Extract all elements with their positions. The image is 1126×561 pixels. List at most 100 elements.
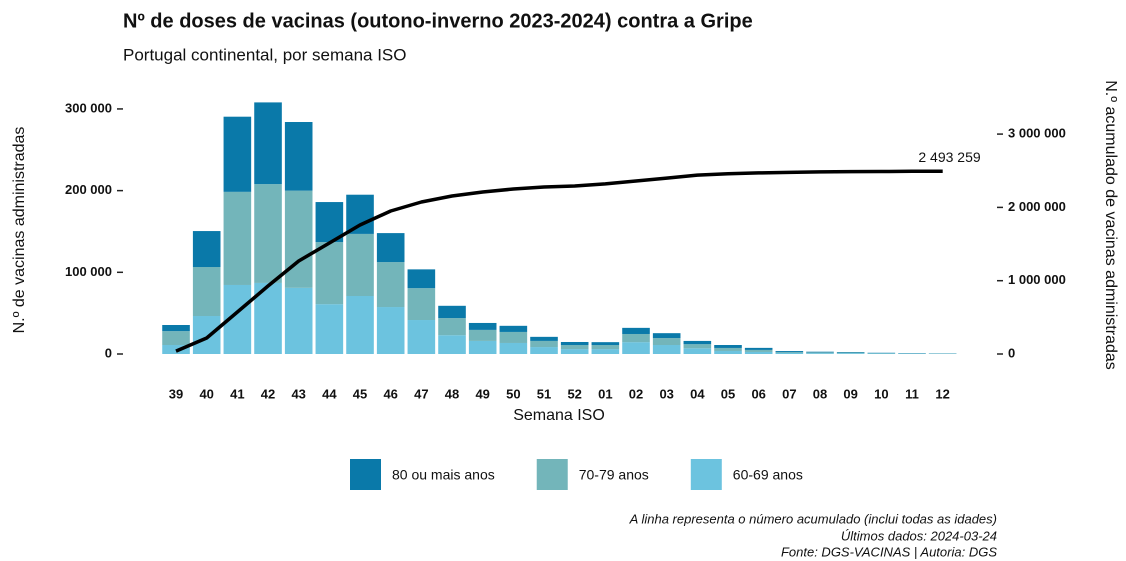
bar — [560, 349, 589, 354]
chart-title: Nº de doses de vacinas (outono-inverno 2… — [123, 10, 753, 32]
bar — [376, 307, 405, 354]
x-tick-label: 10 — [874, 386, 888, 401]
x-tick-label: 05 — [721, 386, 735, 401]
bar — [407, 269, 436, 289]
y2-tick-label: 3 000 000 — [1008, 126, 1066, 141]
y-tick-label: 100 000 — [65, 264, 112, 279]
bar — [806, 352, 834, 354]
x-tick-label: 40 — [199, 386, 213, 401]
bar — [836, 352, 865, 354]
bar — [560, 341, 589, 346]
bar — [192, 316, 221, 354]
x-tick-label: 03 — [659, 386, 673, 401]
x-tick-label: 07 — [782, 386, 796, 401]
x-tick-label: 11 — [905, 386, 919, 401]
bar — [775, 351, 804, 353]
x-tick-label: 02 — [629, 386, 643, 401]
bar — [652, 338, 681, 346]
bar — [346, 194, 374, 234]
note: Últimos dados: 2024-03-24 — [841, 528, 997, 543]
y2-axis-title: N.º acumulado de vacinas administradas — [1102, 80, 1119, 370]
y2-tick-label: 2 000 000 — [1008, 199, 1066, 214]
bar — [438, 318, 466, 336]
bar — [315, 202, 344, 243]
bar — [162, 325, 190, 332]
legend-swatch — [690, 459, 722, 490]
x-tick-label: 39 — [169, 386, 183, 401]
bar — [254, 102, 282, 185]
bar — [223, 116, 252, 192]
data-label: 2 493 259 — [918, 149, 980, 165]
bar — [836, 353, 865, 354]
legend-swatch — [350, 459, 381, 490]
bar — [499, 325, 528, 332]
bar — [591, 349, 620, 354]
chart-subtitle: Portugal continental, por semana ISO — [123, 45, 407, 64]
x-tick-label: 45 — [353, 386, 367, 401]
x-tick-label: 08 — [813, 386, 827, 401]
x-tick-label: 41 — [230, 386, 244, 401]
bar — [683, 340, 712, 345]
bar — [407, 320, 436, 354]
y-tick-label: 0 — [105, 345, 112, 360]
bar — [499, 331, 528, 343]
y2-tick-label: 1 000 000 — [1008, 272, 1066, 287]
bar — [560, 345, 589, 350]
bar — [407, 288, 436, 321]
bar — [315, 242, 344, 305]
bar — [254, 184, 282, 283]
bar — [683, 344, 712, 349]
bar — [284, 122, 313, 191]
x-tick-label: 51 — [537, 386, 551, 401]
bar — [744, 351, 773, 354]
x-tick-label: 01 — [598, 386, 612, 401]
bar — [622, 333, 650, 343]
x-tick-label: 04 — [690, 386, 705, 401]
legend-label: 70-79 anos — [579, 467, 649, 483]
x-tick-label: 49 — [475, 386, 489, 401]
x-tick-label: 50 — [506, 386, 520, 401]
bar — [376, 262, 405, 308]
bar — [591, 342, 620, 346]
x-tick-label: 46 — [383, 386, 397, 401]
bar — [162, 331, 190, 346]
bar — [652, 345, 681, 354]
x-axis-title: Semana ISO — [513, 407, 605, 424]
bar — [468, 322, 497, 330]
x-tick-label: 48 — [445, 386, 459, 401]
legend-label: 60-69 anos — [733, 467, 803, 483]
bar — [438, 305, 466, 319]
bar — [530, 347, 558, 354]
bar — [468, 340, 497, 354]
bar — [683, 348, 712, 354]
bar — [315, 304, 344, 354]
bar — [714, 345, 742, 348]
bar — [622, 342, 650, 354]
bar — [346, 233, 374, 297]
y2-tick-label: 0 — [1008, 345, 1015, 360]
x-tick-label: 09 — [843, 386, 857, 401]
bar — [530, 336, 558, 341]
bar — [346, 296, 374, 354]
bar — [775, 352, 804, 354]
legend-swatch — [536, 459, 568, 490]
note: A linha representa o número acumulado (i… — [629, 511, 997, 526]
x-tick-label: 43 — [291, 386, 305, 401]
cumulative-line — [175, 169, 943, 353]
x-tick-label: 52 — [567, 386, 581, 401]
bar — [499, 342, 528, 354]
y-tick-label: 200 000 — [65, 182, 112, 197]
bar — [223, 191, 252, 285]
bar — [775, 353, 804, 354]
bar — [591, 345, 620, 350]
bar — [530, 340, 558, 348]
bar — [284, 287, 313, 354]
bar — [192, 267, 221, 317]
x-tick-label: 44 — [322, 386, 337, 401]
y-axis-title: N.º de vacinas administradas — [11, 127, 28, 334]
bar — [376, 233, 405, 263]
bar — [744, 349, 773, 352]
bar — [744, 347, 773, 350]
y-tick-label: 300 000 — [65, 100, 112, 115]
